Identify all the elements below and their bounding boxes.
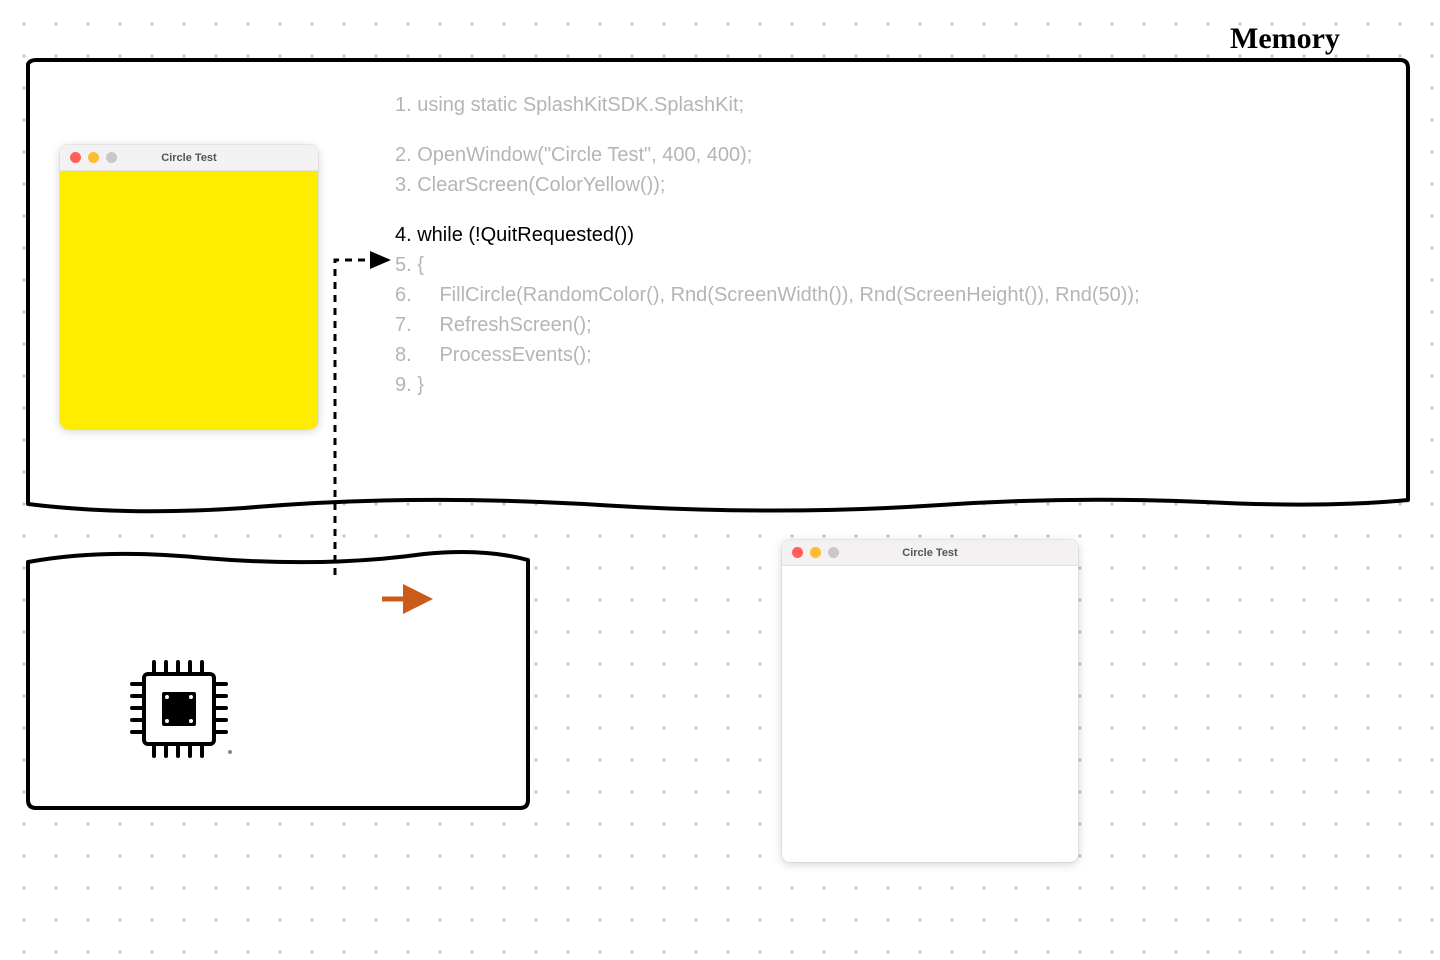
minimize-icon bbox=[810, 547, 821, 558]
traffic-lights bbox=[792, 547, 839, 558]
maximize-icon bbox=[106, 152, 117, 163]
gray-window-body bbox=[782, 566, 1078, 862]
close-icon bbox=[70, 152, 81, 163]
code-line-8: 8. ProcessEvents(); bbox=[395, 340, 1140, 370]
yellow-window: Circle Test bbox=[60, 145, 318, 429]
maximize-icon bbox=[828, 547, 839, 558]
code-line-5: 5. { bbox=[395, 250, 1140, 280]
cpu-chip-icon bbox=[130, 660, 228, 763]
code-line-3: 3. ClearScreen(ColorYellow()); bbox=[395, 170, 1140, 200]
code-line-7: 7. RefreshScreen(); bbox=[395, 310, 1140, 340]
decorative-dot bbox=[228, 750, 232, 754]
close-icon bbox=[792, 547, 803, 558]
yellow-window-body bbox=[60, 171, 318, 429]
memory-label: Memory bbox=[1230, 22, 1340, 56]
yellow-window-titlebar: Circle Test bbox=[60, 145, 318, 171]
code-listing: 1. using static SplashKitSDK.SplashKit; 2… bbox=[395, 90, 1140, 400]
code-line-4: 4. while (!QuitRequested()) bbox=[395, 220, 1140, 250]
cpu-box-border bbox=[24, 542, 532, 812]
code-line-9: 9. } bbox=[395, 370, 1140, 400]
gray-window: Circle Test bbox=[782, 540, 1078, 862]
cpu-box bbox=[28, 546, 528, 808]
gray-window-titlebar: Circle Test bbox=[782, 540, 1078, 566]
code-line-2: 2. OpenWindow("Circle Test", 400, 400); bbox=[395, 140, 1140, 170]
code-line-6: 6. FillCircle(RandomColor(), Rnd(ScreenW… bbox=[395, 280, 1140, 310]
code-line-1: 1. using static SplashKitSDK.SplashKit; bbox=[395, 90, 1140, 120]
minimize-icon bbox=[88, 152, 99, 163]
traffic-lights bbox=[70, 152, 117, 163]
